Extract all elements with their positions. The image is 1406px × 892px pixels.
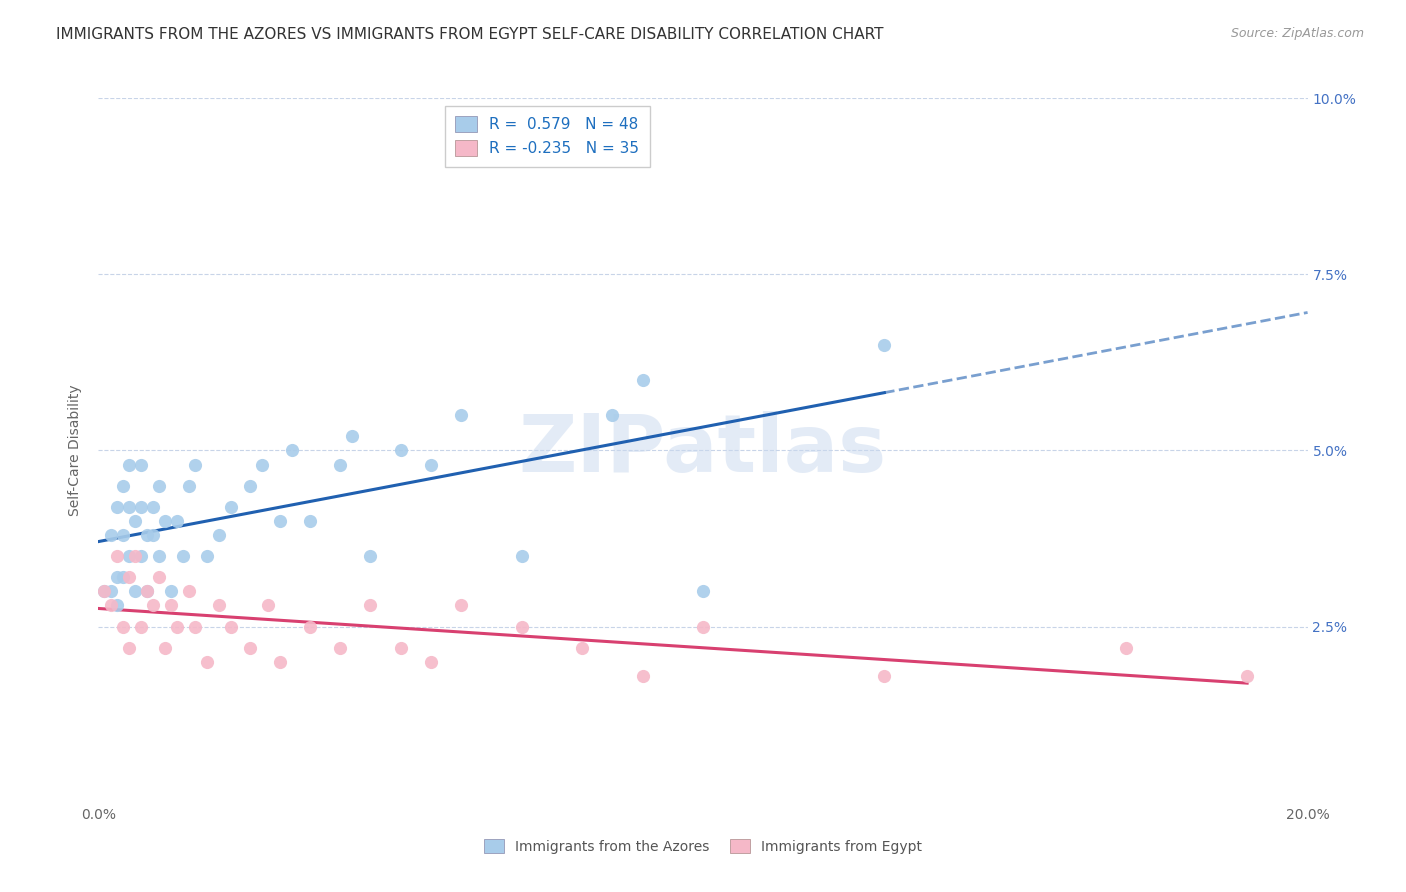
Point (208, 599, 231, 613)
Point (105, 570, 128, 584)
Point (105, 599, 128, 613)
Point (389, 640, 412, 655)
Point (118, 549, 141, 564)
Point (135, 528, 157, 542)
Point (124, 514, 146, 528)
Point (142, 528, 165, 542)
Point (160, 599, 183, 613)
Point (105, 500, 128, 514)
Point (631, 669, 654, 683)
Point (420, 655, 443, 669)
Point (153, 640, 176, 655)
Point (195, 655, 218, 669)
Point (135, 584, 157, 599)
Point (239, 640, 262, 655)
Point (631, 373, 654, 387)
Point (692, 619, 714, 633)
Point (420, 458, 443, 472)
Point (118, 570, 141, 584)
Point (269, 514, 291, 528)
Point (221, 500, 243, 514)
Point (510, 549, 533, 564)
Point (135, 584, 157, 599)
Legend: Immigrants from the Azores, Immigrants from Egypt: Immigrants from the Azores, Immigrants f… (479, 833, 927, 859)
Point (100, 599, 122, 613)
Point (571, 640, 593, 655)
Point (1236, 669, 1258, 683)
Point (389, 443, 412, 458)
Point (873, 337, 896, 351)
Point (184, 458, 207, 472)
Text: IMMIGRANTS FROM THE AZORES VS IMMIGRANTS FROM EGYPT SELF-CARE DISABILITY CORRELA: IMMIGRANTS FROM THE AZORES VS IMMIGRANTS… (56, 27, 884, 42)
Point (105, 549, 128, 564)
Point (256, 599, 278, 613)
Point (269, 655, 291, 669)
Point (692, 584, 714, 599)
Point (111, 570, 134, 584)
Point (250, 458, 273, 472)
Point (1115, 640, 1137, 655)
Point (93, 584, 115, 599)
Text: ZIPatlas: ZIPatlas (519, 411, 887, 490)
Point (179, 584, 201, 599)
Point (111, 528, 134, 542)
Point (221, 619, 243, 633)
Point (129, 549, 152, 564)
Point (208, 528, 231, 542)
Point (239, 478, 262, 492)
Point (160, 584, 183, 599)
Point (118, 640, 141, 655)
Point (450, 599, 472, 613)
Point (148, 549, 170, 564)
Point (281, 443, 304, 458)
Point (195, 549, 218, 564)
Point (179, 478, 201, 492)
Y-axis label: Self-Care Disability: Self-Care Disability (69, 384, 83, 516)
Point (129, 619, 152, 633)
Point (148, 570, 170, 584)
Point (142, 599, 165, 613)
Point (124, 584, 146, 599)
Point (450, 408, 472, 422)
Point (172, 549, 194, 564)
Point (602, 408, 624, 422)
Point (184, 619, 207, 633)
Point (510, 619, 533, 633)
Point (166, 514, 188, 528)
Point (360, 549, 382, 564)
Point (111, 478, 134, 492)
Point (148, 478, 170, 492)
Point (142, 500, 165, 514)
Point (93, 584, 115, 599)
Point (100, 528, 122, 542)
Point (124, 549, 146, 564)
Point (129, 458, 152, 472)
Point (342, 429, 364, 443)
Point (100, 584, 122, 599)
Point (329, 640, 352, 655)
Point (329, 458, 352, 472)
Point (299, 514, 322, 528)
Point (153, 514, 176, 528)
Point (111, 619, 134, 633)
Text: Source: ZipAtlas.com: Source: ZipAtlas.com (1230, 27, 1364, 40)
Point (118, 500, 141, 514)
Point (118, 458, 141, 472)
Point (129, 500, 152, 514)
Point (166, 619, 188, 633)
Point (299, 619, 322, 633)
Point (360, 599, 382, 613)
Point (873, 669, 896, 683)
